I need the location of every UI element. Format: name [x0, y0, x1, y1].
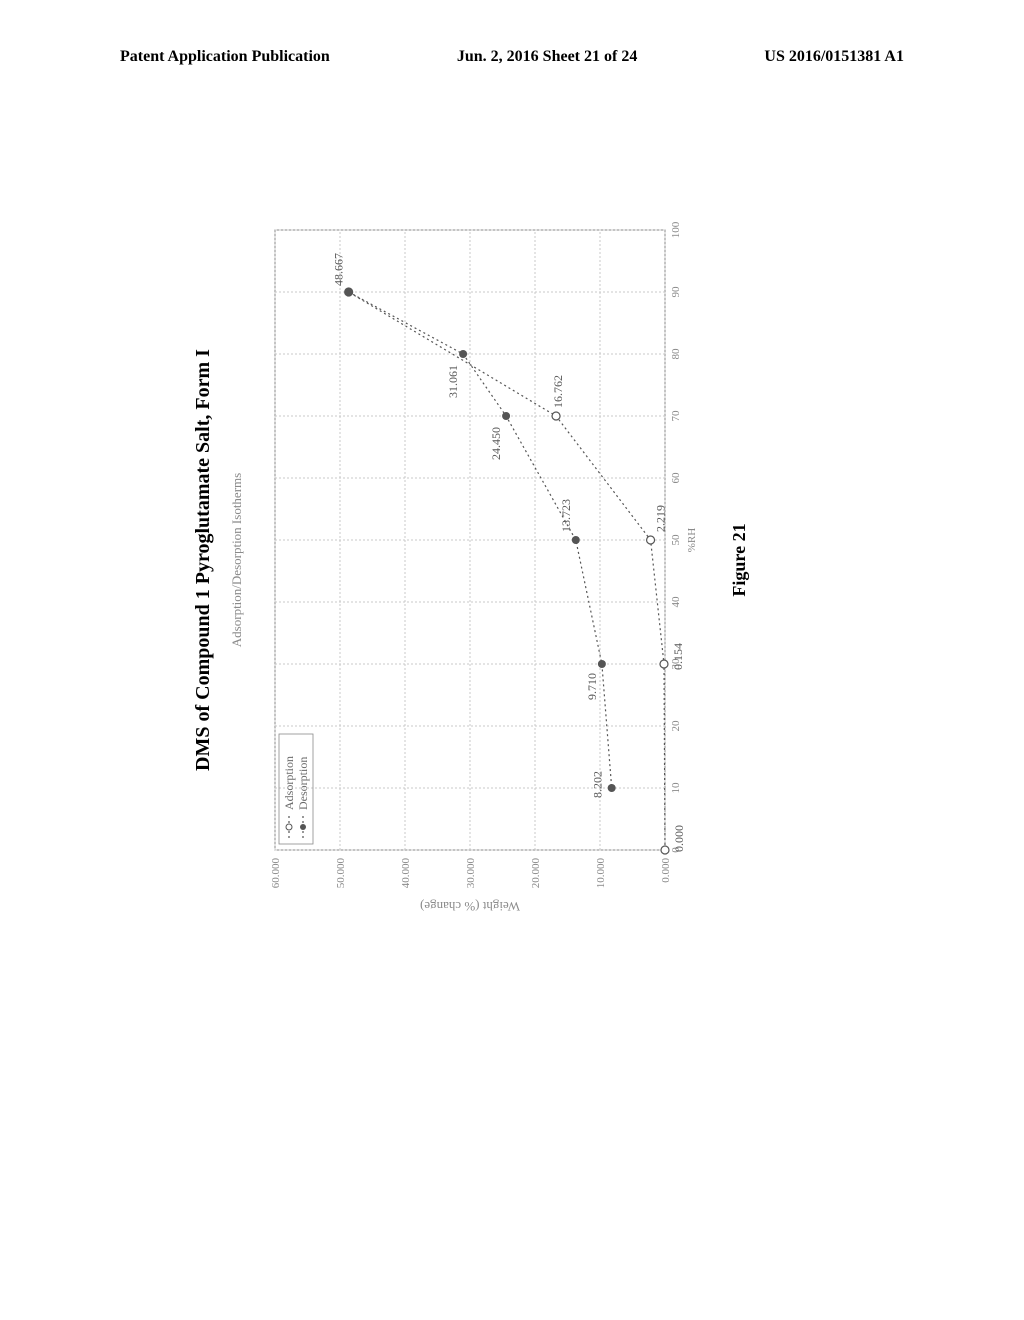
data-point-label: 0.154 [671, 643, 685, 670]
data-point-label: 8.202 [591, 771, 605, 798]
data-marker-filled [502, 412, 510, 420]
legend-marker-filled [300, 824, 306, 830]
data-marker-open [661, 846, 669, 854]
x-tick-label: 70 [670, 410, 682, 422]
chart-svg: 01020304050607080901000.00010.00020.0003… [255, 200, 715, 920]
x-tick-label: 40 [670, 596, 682, 608]
data-point-label: 24.450 [489, 427, 503, 460]
legend-label: Desorption [296, 757, 310, 810]
data-point-label: 16.762 [551, 375, 565, 408]
figure-subtitle: Adsorption/Desorption Isotherms [229, 150, 245, 970]
x-tick-label: 50 [670, 534, 682, 546]
data-marker-filled [608, 784, 616, 792]
series-line-adsorption [349, 292, 665, 850]
data-marker-filled [572, 536, 580, 544]
data-marker-filled [345, 288, 353, 296]
y-tick-label: 40.000 [400, 858, 412, 889]
x-tick-label: 100 [670, 221, 682, 238]
x-axis-label: %RH [686, 528, 698, 553]
data-marker-open [647, 536, 655, 544]
x-tick-label: 60 [670, 472, 682, 484]
figure-container: DMS of Compound 1 Pyroglutamate Salt, Fo… [192, 150, 832, 970]
data-point-label: 31.061 [446, 365, 460, 398]
legend-marker-open [286, 824, 292, 830]
data-marker-filled [598, 660, 606, 668]
data-marker-open [552, 412, 560, 420]
y-axis-label: Weight (% change) [420, 899, 520, 914]
x-tick-label: 10 [670, 782, 682, 794]
data-marker-open [660, 660, 668, 668]
header-right: US 2016/0151381 A1 [764, 48, 904, 66]
legend-label: Adsorption [282, 756, 296, 810]
data-point-label: 9.710 [585, 673, 599, 700]
y-tick-label: 60.000 [270, 858, 282, 889]
figure-title: DMS of Compound 1 Pyroglutamate Salt, Fo… [192, 150, 215, 970]
header-center: Jun. 2, 2016 Sheet 21 of 24 [457, 48, 637, 66]
data-point-label: 13.723 [559, 499, 573, 532]
y-tick-label: 50.000 [335, 858, 347, 889]
y-tick-label: 10.000 [595, 858, 607, 889]
y-tick-label: 0.000 [660, 858, 672, 883]
data-point-label: 0.000 [672, 825, 686, 852]
x-tick-label: 90 [670, 286, 682, 298]
figure-caption: Figure 21 [729, 150, 750, 970]
data-point-label: 48.667 [332, 253, 346, 286]
x-tick-label: 20 [670, 720, 682, 732]
y-tick-label: 20.000 [530, 858, 542, 889]
data-marker-filled [459, 350, 467, 358]
x-tick-label: 80 [670, 348, 682, 360]
data-point-label: 2.219 [654, 505, 668, 532]
y-tick-label: 30.000 [465, 858, 477, 889]
page-header: Patent Application Publication Jun. 2, 2… [0, 48, 1024, 66]
header-left: Patent Application Publication [120, 48, 330, 66]
